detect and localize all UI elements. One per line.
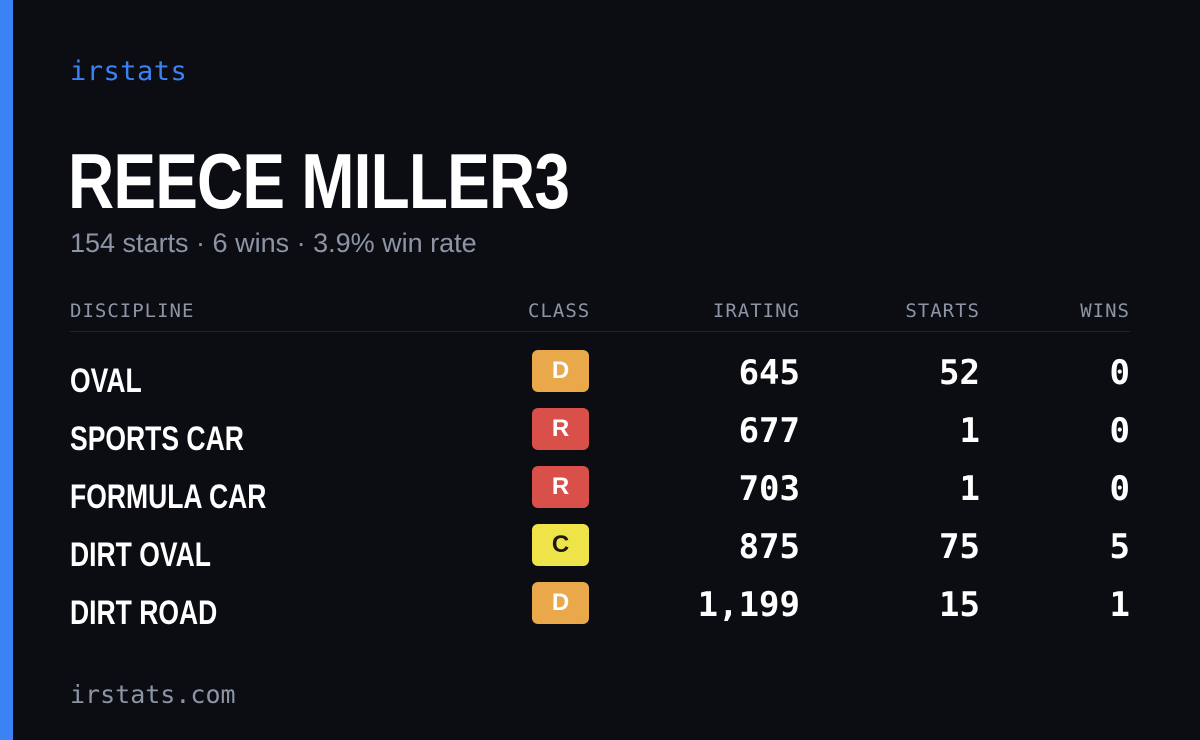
starts-value: 15 [939,585,980,625]
table-row: DIRT OVAL C 875 75 5 [70,524,1130,582]
discipline-name: FORMULA CAR [70,478,267,516]
discipline-table: DISCIPLINE CLASS IRATING STARTS WINS OVA… [70,296,1130,640]
discipline-name: OVAL [70,362,142,400]
class-badge: C [532,524,589,566]
player-summary: 154 starts · 6 wins · 3.9% win rate [70,228,477,258]
footer-url: irstats.com [70,680,236,709]
header-class: CLASS [528,300,591,322]
irating-value: 703 [738,469,800,509]
starts-value: 1 [959,411,980,451]
header-starts: STARTS [905,300,980,322]
irating-value: 677 [738,411,800,451]
table-body: OVAL D 645 52 0 SPORTS CAR R 677 1 0 FOR… [70,350,1130,640]
starts-value: 1 [959,469,980,509]
starts-value: 75 [939,527,980,567]
class-badge: D [532,350,589,392]
table-header: DISCIPLINE CLASS IRATING STARTS WINS [70,296,1130,332]
wins-value: 5 [1109,527,1130,567]
accent-bar [0,0,13,740]
table-row: FORMULA CAR R 703 1 0 [70,466,1130,524]
header-discipline: DISCIPLINE [70,300,195,322]
wins-value: 0 [1109,411,1130,451]
table-row: DIRT ROAD D 1,199 15 1 [70,582,1130,640]
discipline-name: DIRT OVAL [70,536,211,574]
class-badge: R [532,466,589,508]
header-wins: WINS [1080,300,1130,322]
irating-value: 1,199 [697,585,800,625]
brand-logo: irstats [70,56,188,87]
class-badge: R [532,408,589,450]
starts-value: 52 [939,353,980,393]
wins-value: 1 [1109,585,1130,625]
wins-value: 0 [1109,353,1130,393]
class-badge: D [532,582,589,624]
discipline-name: DIRT ROAD [70,594,218,632]
irating-value: 875 [738,527,800,567]
table-row: OVAL D 645 52 0 [70,350,1130,408]
wins-value: 0 [1109,469,1130,509]
table-row: SPORTS CAR R 677 1 0 [70,408,1130,466]
discipline-name: SPORTS CAR [70,420,244,458]
header-irating: IRATING [712,300,800,322]
irating-value: 645 [738,353,800,393]
player-name: REECE MILLER3 [68,137,570,225]
